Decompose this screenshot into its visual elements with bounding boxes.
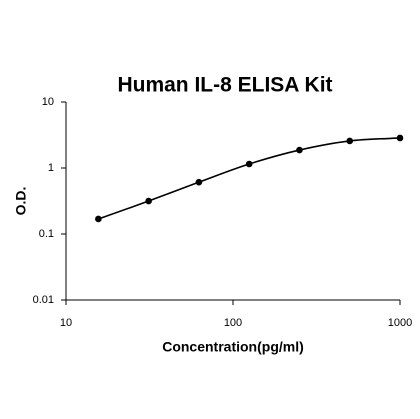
- data-point: [346, 137, 354, 145]
- data-point: [296, 146, 303, 154]
- y-axis-label: O.D.: [13, 187, 29, 216]
- fit-curve: [98, 137, 401, 220]
- y-tick-label: 10: [42, 96, 54, 108]
- x-tick-label: 100: [224, 317, 242, 329]
- chart-title: Human IL-8 ELISA Kit: [117, 74, 332, 97]
- y-tick-label: 0.01: [33, 294, 54, 306]
- data-point: [145, 197, 152, 205]
- x-tick-label: 1000: [388, 317, 412, 329]
- y-tick-label: 0.1: [39, 228, 54, 240]
- x-tick-label: 10: [60, 317, 72, 329]
- data-point: [95, 215, 102, 223]
- x-axis-label: Concentration(pg/ml): [162, 339, 304, 355]
- data-point: [396, 134, 404, 142]
- data-point: [245, 160, 253, 168]
- y-tick-label: 1: [48, 162, 54, 174]
- data-point: [195, 178, 203, 186]
